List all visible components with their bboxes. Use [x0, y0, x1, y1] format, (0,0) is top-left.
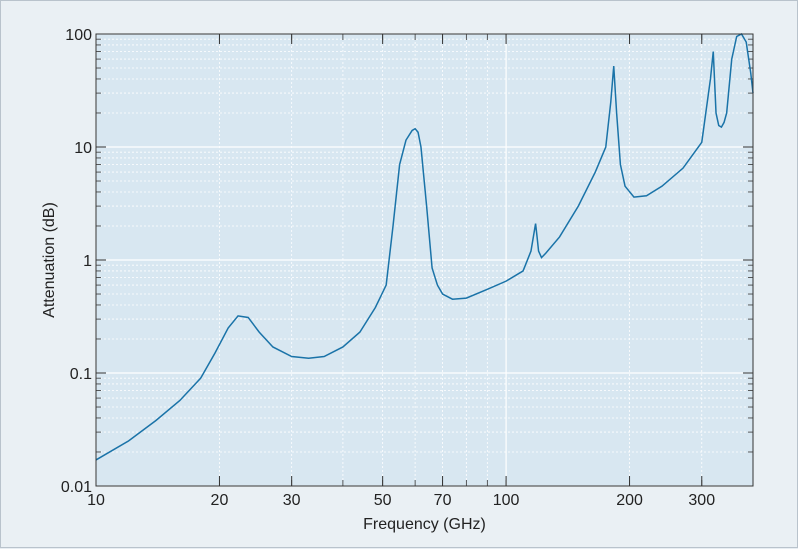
x-tick-label: 70 — [434, 492, 452, 509]
x-axis-title: Frequency (GHz) — [363, 516, 486, 533]
y-tick-label: 10 — [74, 140, 92, 157]
y-tick-label: 1 — [83, 253, 92, 270]
y-axis-title: Attenuation (dB) — [41, 202, 58, 318]
series-line — [95, 33, 754, 461]
x-tick-label: 30 — [283, 492, 301, 509]
x-tick-label: 10 — [87, 492, 105, 509]
plot-border — [95, 33, 754, 487]
y-tick-label: 0.1 — [70, 366, 92, 383]
x-tick-label: 20 — [211, 492, 229, 509]
x-tick-label: 50 — [374, 492, 392, 509]
y-tick-label: 100 — [65, 27, 92, 44]
x-tick-label: 200 — [616, 492, 643, 509]
x-tick-label: 300 — [688, 492, 715, 509]
y-tick-label: 0.01 — [61, 479, 92, 496]
tick-labels: 0.01 0.1 1 10 100 10 20 30 50 70 100 200 300 — [61, 27, 715, 509]
x-tick-label: 100 — [493, 492, 520, 509]
